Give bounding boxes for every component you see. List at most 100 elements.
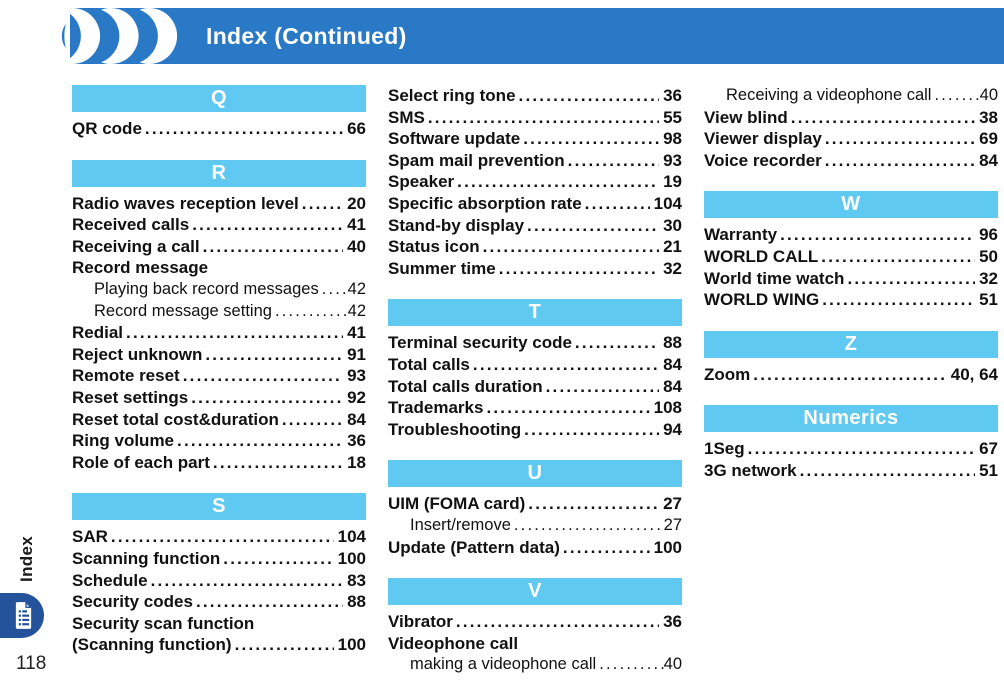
entry-page: 51 [979,460,998,480]
entry-page: 55 [663,107,682,127]
index-entry: Speaker.................................… [388,171,682,193]
dot-leader: ........................................… [545,376,659,396]
entry-page: 104 [337,527,366,547]
entry-page: 92 [347,387,366,407]
dot-leader: ........................................… [934,86,979,104]
index-entry: World time watch........................… [704,268,998,290]
index-entry: Stand-by display........................… [388,215,682,237]
index-entry: 1Seg....................................… [704,438,998,460]
index-column-2: Select ring tone........................… [388,85,682,676]
dot-leader: ........................................… [822,290,975,310]
index-entry: Spam mail prevention....................… [388,150,682,172]
index-entry: UIM (FOMA card).........................… [388,493,682,515]
entry-page: 84 [663,376,682,396]
dot-leader: ........................................… [150,570,343,590]
entry-page: 18 [347,452,366,472]
index-columns: Q QR code................................… [72,85,998,676]
dot-leader: ........................................… [821,246,975,266]
dot-leader: ........................................… [191,387,344,407]
entry-label: Voice recorder [704,150,822,170]
index-entry: Ring volume.............................… [72,430,366,452]
entry-label: Vibrator [388,612,453,632]
entry-label: SAR [72,527,108,547]
index-entry: (Scanning function).....................… [72,634,366,656]
dot-leader: ........................................… [223,548,334,568]
dot-leader: ........................................… [182,366,343,386]
index-entry: Reset total cost&duration...............… [72,409,366,431]
entry-label: SMS [388,107,425,127]
entry-page: 32 [979,268,998,288]
entry-page: 36 [663,86,682,105]
index-entry: Trademarks..............................… [388,397,682,419]
entry-label: Total calls [388,354,470,374]
page-header-bar: Index (Continued) [61,8,1004,65]
entry-page: 93 [663,150,682,170]
entry-label: WORLD WING [704,290,820,310]
entry-page: 40 [663,655,682,674]
entry-label: Software update [388,129,521,149]
chapter-side-label: Index [17,536,36,582]
index-entry: making a videophone call................… [388,654,682,676]
dot-leader: ........................................… [528,494,660,514]
index-entry: Radio waves reception level.............… [72,193,366,215]
index-entry: SAR.....................................… [72,526,366,548]
entry-page: 66 [347,119,366,138]
index-entry: View blind..............................… [704,107,998,129]
entry-page: 38 [979,107,998,127]
entry-label: Role of each part [72,452,210,472]
entry-label: Security codes [72,592,193,612]
chapter-tab [0,593,44,638]
entry-page: 40 [347,236,366,256]
entry-label: Playing back record messages [94,279,319,298]
entry-label: Status icon [388,237,480,257]
dot-leader: ........................................… [753,364,947,384]
entry-page: 42 [347,301,366,320]
entry-page: 36 [663,612,682,632]
entry-label: Update (Pattern data) [388,537,560,557]
entry-page: 50 [979,246,998,266]
entry-page: 98 [663,129,682,149]
dot-leader: ........................................… [195,592,344,612]
index-entry: Vibrator................................… [388,611,682,633]
entry-label: Scanning function [72,548,221,568]
section-header: S [72,493,366,521]
index-entry: WORLD CALL..............................… [704,246,998,268]
entry-label: Redial [72,323,124,343]
section-header: T [388,299,682,327]
dot-leader: ........................................… [790,107,976,127]
section-header: U [388,460,682,488]
entry-page: 27 [663,494,682,514]
dot-leader: ........................................… [202,236,344,256]
entry-page: 41 [347,215,366,235]
entry-page: 84 [979,150,998,170]
index-entry: Software update.........................… [388,128,682,150]
entry-label: Received calls [72,215,190,235]
index-column-1: Q QR code................................… [72,85,366,676]
entry-label: Videophone call [388,633,519,653]
dot-leader: ........................................… [486,398,649,418]
dot-leader: ........................................… [584,193,650,213]
index-entry: Redial..................................… [72,322,366,344]
index-entry: Schedule................................… [72,570,366,592]
entry-page: 40, 64 [950,364,998,384]
entry-label: Reset settings [72,387,189,407]
entry-label: UIM (FOMA card) [388,494,526,514]
entry-page: 40 [979,86,998,104]
entry-label: World time watch [704,268,845,288]
entry-page: 69 [979,129,998,149]
index-entry: Receiving a videophone call.............… [704,85,998,107]
index-entry: Total calls duration....................… [388,376,682,398]
dot-leader: ........................................… [498,258,659,278]
entry-label: Terminal security code [388,333,572,353]
entry-page: 42 [347,279,366,298]
index-entry: Voice recorder..........................… [704,150,998,172]
entry-label: Receiving a call [72,236,200,256]
entry-page: 67 [979,439,998,459]
entry-page: 100 [337,635,366,655]
index-entry: Security codes..........................… [72,591,366,613]
entry-page: 30 [663,215,682,235]
entry-page: 93 [347,366,366,386]
entry-label: Insert/remove [410,515,511,534]
index-entry: Specific absorption rate................… [388,193,682,215]
index-entry: Record message [72,257,366,279]
